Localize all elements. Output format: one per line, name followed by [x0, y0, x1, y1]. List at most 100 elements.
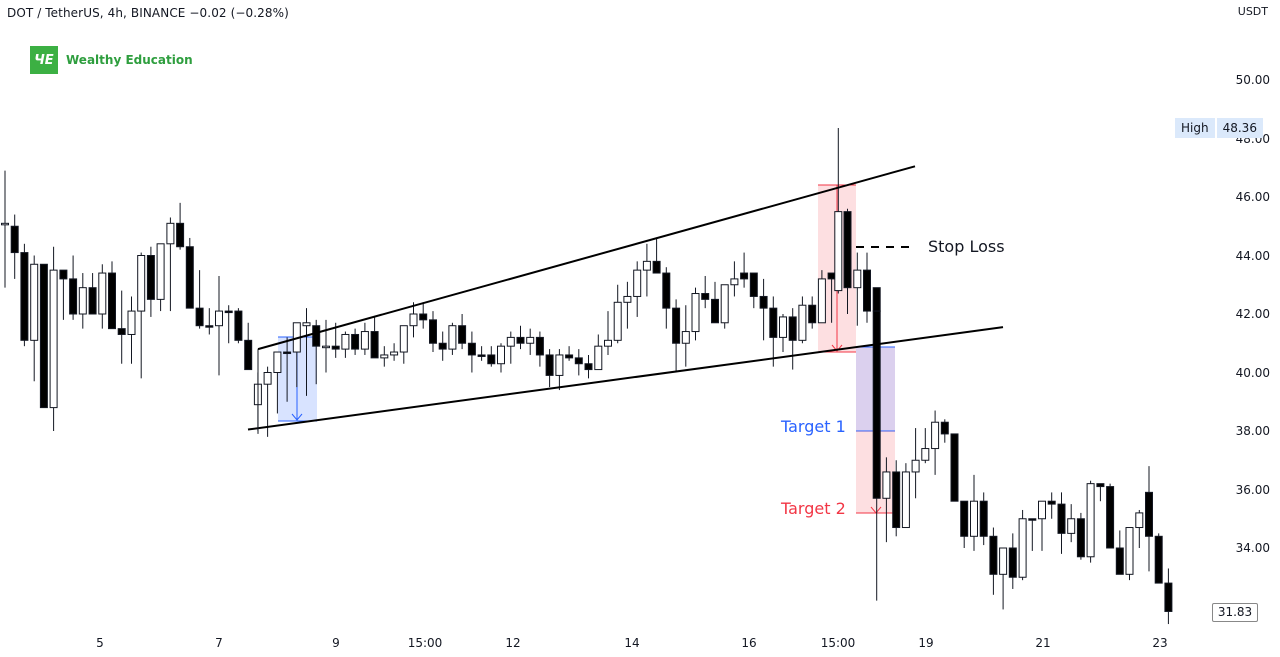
bearish-candle [960, 500, 969, 537]
bullish-candle [834, 211, 843, 292]
bullish-candle [1, 222, 9, 226]
target-2-label: Target 2 [781, 499, 846, 518]
bullish-candle [633, 269, 642, 297]
bearish-candle [10, 225, 19, 254]
bullish-candle [911, 459, 920, 473]
bearish-candle [224, 310, 233, 314]
high-price-label: High 48.36 [1175, 118, 1263, 138]
bearish-candle [1008, 547, 1017, 578]
price-tick: 34.00 [1235, 541, 1270, 555]
time-tick: 7 [215, 636, 223, 650]
bearish-candle [244, 339, 253, 371]
bullish-candle [779, 316, 787, 338]
bullish-candle [506, 336, 515, 347]
bearish-candle [467, 342, 476, 356]
bearish-candle [69, 278, 78, 315]
bearish-candle [312, 325, 321, 347]
bearish-candle [1154, 535, 1163, 584]
bearish-candle [535, 336, 544, 356]
brand-logo: ЧE Wealthy Education [30, 46, 193, 74]
bullish-candle [921, 448, 930, 461]
lower-trendline [247, 326, 1004, 431]
bearish-candle [574, 357, 583, 365]
bearish-candle [1057, 503, 1066, 534]
bearish-candle [827, 272, 836, 280]
bullish-candle [720, 284, 729, 324]
bearish-candle [1164, 582, 1173, 612]
upper-trendline [257, 165, 916, 351]
stop-loss-label: Stop Loss [928, 237, 1005, 256]
bearish-candle [652, 260, 661, 274]
bearish-candle [565, 354, 574, 359]
bullish-candle [1038, 500, 1046, 520]
bearish-candle [788, 316, 797, 341]
arrow-down-icon [870, 506, 882, 514]
bullish-candle [137, 255, 146, 312]
bullish-candle [322, 345, 330, 349]
bullish-candle [399, 325, 408, 353]
bullish-candle [1135, 512, 1144, 529]
bearish-candle [940, 421, 949, 435]
bullish-candle [302, 322, 311, 327]
bearish-candle [1096, 483, 1105, 488]
logo-text: Wealthy Education [66, 53, 193, 67]
time-tick: 23 [1152, 636, 1168, 650]
price-tick: 38.00 [1235, 424, 1270, 438]
bullish-candle [215, 310, 223, 327]
bearish-candle [176, 222, 185, 248]
bearish-candle [458, 325, 467, 344]
bearish-candle [117, 328, 126, 335]
bullish-candle [642, 260, 651, 271]
bearish-candle [808, 304, 817, 324]
bullish-candle [49, 269, 58, 409]
last-price-label: 31.83 [1212, 603, 1258, 622]
bearish-candle [872, 287, 881, 312]
high-label-value: 48.36 [1216, 118, 1263, 138]
bearish-candle [584, 363, 593, 371]
bullish-candle [263, 372, 272, 385]
bullish-candle [730, 278, 739, 286]
bullish-candle [526, 336, 535, 344]
bullish-candle [882, 471, 891, 499]
price-tick: 44.00 [1235, 248, 1270, 263]
bullish-candle [613, 301, 622, 341]
bullish-candle [98, 272, 107, 315]
bearish-candle [88, 287, 97, 315]
bullish-candle [817, 278, 826, 324]
bearish-candle [20, 252, 29, 341]
bearish-candle [438, 342, 447, 350]
bearish-candle [701, 293, 710, 300]
time-tick: 15:00 [820, 636, 856, 650]
bullish-candle [999, 547, 1008, 575]
bullish-candle [497, 345, 505, 365]
bearish-candle [1047, 500, 1056, 505]
time-tick: 15:00 [407, 636, 443, 650]
bullish-candle [970, 500, 978, 537]
bullish-candle [448, 325, 457, 350]
bearish-candle [234, 310, 243, 341]
bullish-candle [901, 471, 910, 529]
bullish-candle [555, 354, 564, 376]
bearish-candle [759, 295, 768, 309]
price-axis-unit: USDT [1237, 5, 1268, 18]
bullish-candle [409, 313, 418, 327]
bearish-candle [769, 307, 778, 338]
bearish-candle [108, 272, 116, 330]
bullish-candle [604, 339, 612, 347]
bearish-candle [370, 331, 379, 359]
price-tick: 46.00 [1235, 190, 1270, 204]
bearish-candle [545, 354, 554, 376]
price-tick: 36.00 [1235, 482, 1270, 497]
bullish-candle [1125, 527, 1134, 575]
bullish-candle [78, 287, 87, 315]
bearish-candle [672, 307, 681, 344]
bullish-candle [127, 310, 136, 335]
bearish-candle [662, 272, 671, 309]
bearish-candle [1115, 547, 1124, 575]
bullish-candle [30, 263, 39, 341]
bullish-candle [273, 351, 282, 373]
price-tick: 40.00 [1235, 365, 1270, 380]
bearish-candle [351, 333, 360, 350]
time-tick: 14 [624, 636, 640, 650]
